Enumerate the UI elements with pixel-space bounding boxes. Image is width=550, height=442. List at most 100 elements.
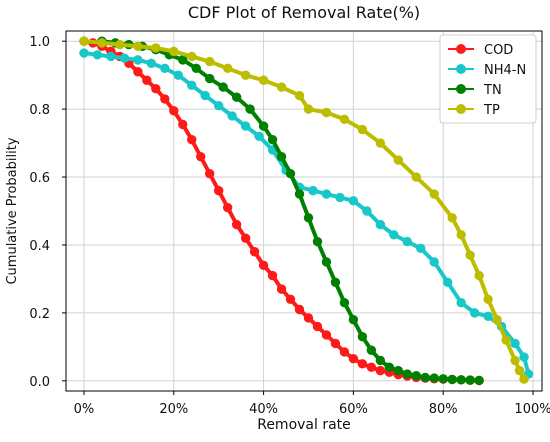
tp-point bbox=[276, 82, 287, 92]
tn-point bbox=[393, 365, 404, 376]
tn-point bbox=[357, 331, 368, 342]
legend-label-nh4-n: NH4-N bbox=[484, 63, 526, 78]
legend-label-cod: COD bbox=[484, 43, 513, 58]
plot-layer bbox=[79, 36, 534, 386]
tn-point bbox=[402, 369, 412, 379]
nh4-n-point bbox=[429, 257, 439, 267]
tn-point bbox=[191, 63, 201, 74]
cod-point bbox=[348, 354, 359, 364]
nh4-n-point bbox=[254, 131, 264, 141]
nh4-n-point bbox=[173, 70, 183, 80]
y-tick-label: 0.2 bbox=[29, 307, 50, 322]
tn-point bbox=[218, 82, 228, 92]
tn-point bbox=[411, 371, 421, 381]
tp-point bbox=[204, 56, 215, 67]
cod-point bbox=[276, 284, 287, 294]
tp-point bbox=[115, 39, 125, 50]
tn-point bbox=[231, 92, 242, 102]
cod-point bbox=[160, 94, 170, 104]
tp-point bbox=[465, 250, 475, 260]
cod-point bbox=[294, 304, 305, 315]
cod-point bbox=[169, 106, 179, 116]
cod-point bbox=[303, 313, 314, 323]
tp-point bbox=[240, 70, 251, 80]
nh4-n-point bbox=[79, 48, 89, 58]
tp-point bbox=[303, 104, 314, 114]
nh4-n-point bbox=[213, 101, 224, 111]
legend-box bbox=[439, 34, 537, 124]
tn-point bbox=[438, 374, 448, 384]
nh4-n-point bbox=[375, 219, 386, 230]
x-tick-label: 100% bbox=[514, 402, 550, 417]
nh4-n-point bbox=[348, 196, 359, 206]
tp-point bbox=[357, 124, 368, 135]
legend-marker-tn bbox=[456, 84, 466, 94]
tp-point bbox=[151, 43, 161, 53]
tn-point bbox=[267, 134, 278, 145]
y-tick-label: 1.0 bbox=[29, 35, 50, 50]
nh4-n-point bbox=[227, 111, 237, 121]
tp-point bbox=[339, 114, 350, 125]
tp-point bbox=[429, 189, 439, 199]
x-tick-label: 20% bbox=[159, 402, 188, 417]
tn-point bbox=[447, 374, 457, 385]
tn-point bbox=[178, 55, 188, 65]
tn-point bbox=[312, 236, 323, 247]
y-tick-label: 0.0 bbox=[29, 375, 50, 390]
cod-point bbox=[240, 233, 251, 243]
tp-point bbox=[519, 374, 529, 384]
cod-point bbox=[222, 202, 233, 213]
tn-point bbox=[366, 345, 377, 355]
tp-point bbox=[258, 75, 269, 85]
nh4-n-point bbox=[119, 53, 130, 63]
tp-point bbox=[510, 355, 520, 366]
cod-point bbox=[339, 347, 350, 357]
cod-point bbox=[321, 330, 332, 340]
tn-point bbox=[420, 372, 430, 383]
tn-point bbox=[339, 297, 350, 308]
tp-point bbox=[133, 41, 143, 51]
cod-point bbox=[196, 151, 206, 162]
cod-point bbox=[151, 84, 161, 94]
nh4-n-point bbox=[133, 55, 143, 65]
nh4-n-point bbox=[200, 90, 210, 101]
tn-point bbox=[474, 375, 484, 386]
nh4-n-point bbox=[321, 189, 332, 199]
tn-point bbox=[384, 362, 395, 372]
cod-point bbox=[178, 119, 188, 130]
tp-point bbox=[222, 63, 233, 74]
nh4-n-point bbox=[519, 352, 529, 362]
tn-point bbox=[348, 314, 359, 325]
x-axis-label: Removal rate bbox=[257, 417, 351, 433]
cod-point bbox=[312, 321, 323, 332]
tn-point bbox=[321, 257, 332, 267]
tp-point bbox=[483, 294, 493, 305]
series-tp bbox=[79, 36, 529, 384]
nh4-n-point bbox=[308, 185, 318, 196]
tp-point bbox=[375, 138, 386, 148]
cod-point bbox=[285, 294, 296, 305]
nh4-n-point bbox=[335, 192, 345, 203]
legend-marker-tp bbox=[456, 104, 466, 114]
nh4-n-point bbox=[160, 63, 170, 74]
tp-point bbox=[97, 38, 107, 48]
tn-point bbox=[429, 373, 439, 383]
tn-point bbox=[456, 375, 466, 385]
tn-point bbox=[285, 168, 296, 179]
nh4-n-point bbox=[416, 243, 426, 254]
nh4-n-point bbox=[456, 297, 466, 308]
y-tick-label: 0.8 bbox=[29, 103, 50, 118]
nh4-n-point bbox=[483, 311, 493, 321]
tn-point bbox=[258, 121, 269, 131]
nh4-n-point bbox=[510, 338, 520, 349]
tn-point bbox=[204, 73, 215, 84]
tp-point bbox=[411, 172, 421, 182]
nh4-n-point bbox=[389, 230, 399, 240]
legend-label-tn: TN bbox=[483, 83, 502, 98]
cod-point bbox=[231, 219, 242, 230]
series-tn bbox=[97, 36, 484, 386]
tn-point bbox=[465, 375, 475, 385]
tp-point bbox=[447, 213, 457, 223]
